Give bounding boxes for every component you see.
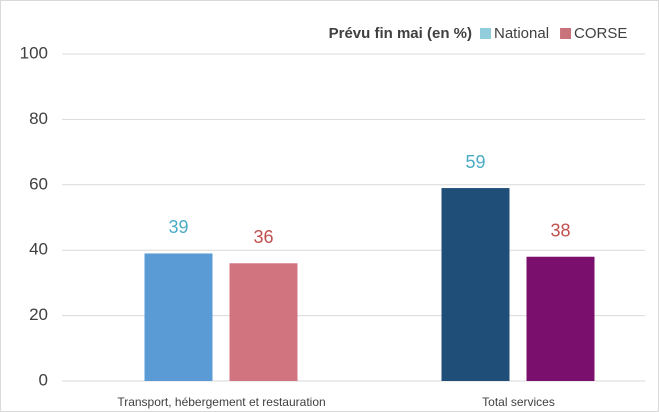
y-tick-label: 20 [29,305,48,324]
x-tick-label: Total services [482,395,555,409]
y-tick-label: 100 [20,43,48,62]
bar [441,188,510,381]
legend-swatch [480,28,491,39]
data-label: 36 [253,227,273,247]
legend-title: Prévu fin mai (en %) [329,25,472,42]
data-label: 38 [550,220,570,240]
data-label: 59 [465,152,485,172]
bar [144,253,213,381]
y-tick-label: 60 [29,174,48,193]
legend-label: National [494,25,549,42]
legend-label: CORSE [574,25,627,42]
data-label: 39 [168,217,188,237]
y-tick-label: 80 [29,109,48,128]
bar [229,263,298,381]
bar [526,256,595,381]
y-tick-label: 0 [39,370,48,389]
y-tick-label: 40 [29,240,48,259]
legend-swatch [560,28,572,39]
x-tick-label: Transport, hébergement et restauration [117,395,325,409]
